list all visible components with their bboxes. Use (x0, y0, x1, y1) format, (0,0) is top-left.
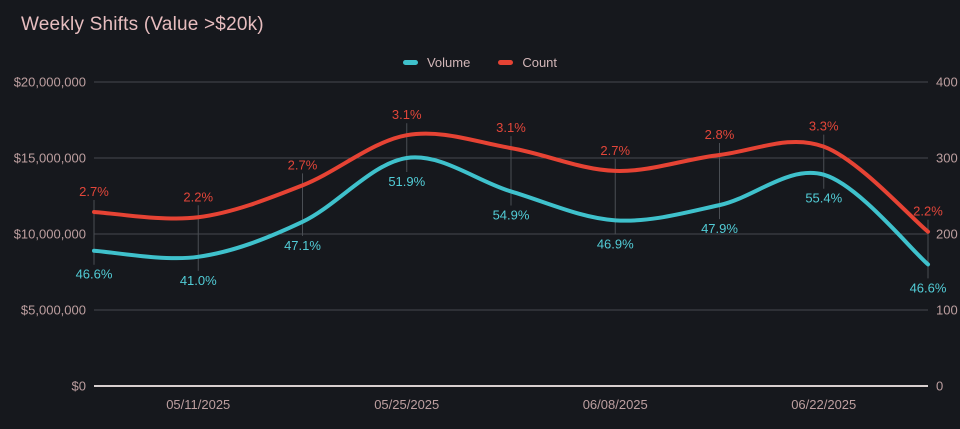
count-point-label: 2.8% (705, 127, 735, 142)
legend-label-count: Count (522, 55, 558, 70)
count-line (92, 131, 930, 234)
y-axis-tick-label-right: 400 (936, 75, 958, 90)
x-axis-tick-label: 05/11/2025 (166, 397, 230, 412)
y-axis-tick-label-right: 200 (936, 227, 958, 242)
count-swatch-icon (498, 60, 514, 65)
y-axis-tick-label-left: $15,000,000 (14, 151, 86, 166)
count-point-label: 2.7% (288, 157, 318, 172)
volume-point-label: 41.0% (180, 273, 217, 288)
legend-label-volume: Volume (426, 55, 471, 70)
y-axis-tick-label-right: 0 (936, 379, 943, 394)
legend-item-count[interactable]: Count (498, 55, 557, 70)
volume-point-label: 54.9% (493, 207, 530, 222)
volume-point-label: 55.4% (805, 191, 842, 206)
volume-point-label: 51.9% (388, 174, 425, 189)
y-axis-tick-label-left: $20,000,000 (14, 75, 86, 90)
volume-point-label: 47.9% (701, 221, 738, 236)
count-point-label: 2.2% (913, 204, 943, 219)
count-point-label: 2.7% (600, 143, 630, 158)
legend-item-volume[interactable]: Volume (402, 55, 471, 70)
count-point-label: 3.3% (809, 119, 839, 134)
x-axis-tick-label: 06/22/2025 (791, 397, 856, 412)
chart-title: Weekly Shifts (Value >$20k) (21, 14, 264, 35)
volume-point-label: 46.9% (597, 236, 634, 251)
legend: Volume Count (0, 55, 960, 70)
count-point-label: 2.2% (183, 189, 213, 204)
count-point-label: 3.1% (496, 120, 526, 135)
x-axis-tick-label: 06/08/2025 (583, 397, 648, 412)
volume-line (92, 155, 930, 267)
count-point-label: 2.7% (79, 184, 109, 199)
volume-point-label: 46.6% (910, 280, 947, 295)
y-axis-tick-label-left: $5,000,000 (21, 303, 86, 318)
count-point-label: 3.1% (392, 107, 422, 122)
volume-point-label: 46.6% (76, 267, 113, 282)
y-axis-tick-label-left: $10,000,000 (14, 227, 86, 242)
y-axis-tick-label-right: 300 (936, 151, 958, 166)
volume-swatch-icon (402, 60, 418, 65)
y-axis-tick-label-left: $0 (72, 379, 86, 394)
y-axis-tick-label-right: 100 (936, 303, 958, 318)
volume-point-label: 47.1% (284, 238, 321, 253)
x-axis-tick-label: 05/25/2025 (374, 397, 439, 412)
